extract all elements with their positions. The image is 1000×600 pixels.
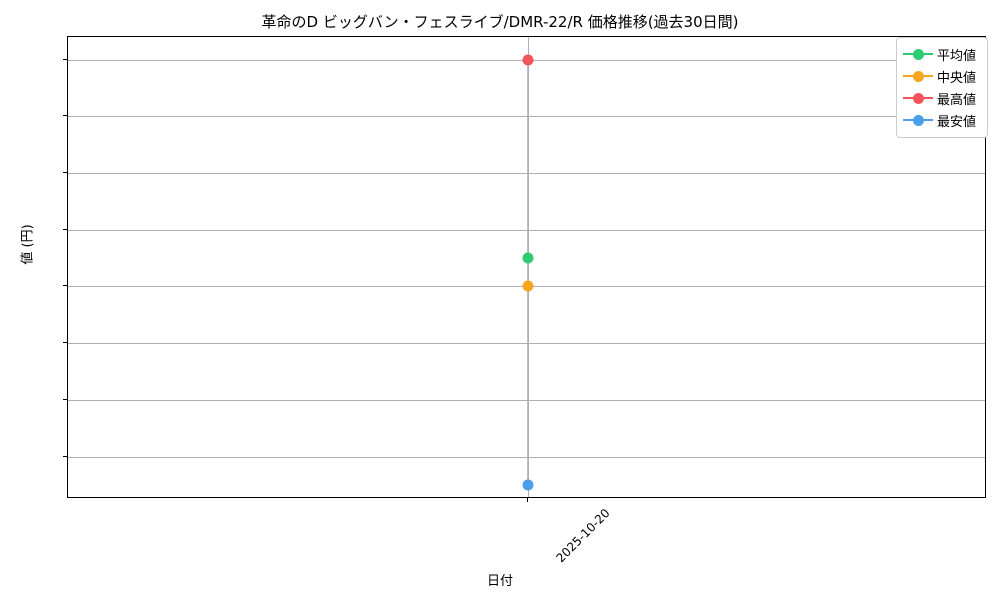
y-tick-mark xyxy=(63,342,67,344)
x-axis-label: 日付 xyxy=(486,574,513,589)
plot-area xyxy=(67,36,986,498)
y-tick-mark xyxy=(63,58,67,60)
y-tick-mark xyxy=(63,228,67,230)
gridline-horizontal xyxy=(68,343,985,345)
data-point-marker xyxy=(522,280,533,292)
y-tick-mark xyxy=(63,115,67,117)
legend-label: 中央値 xyxy=(937,70,977,86)
gridline-horizontal xyxy=(68,173,985,174)
legend-label: 平均値 xyxy=(937,48,977,64)
legend-label: 最安値 xyxy=(937,114,977,130)
y-axis-label: 値 (円) xyxy=(20,224,36,265)
legend-marker-icon xyxy=(903,47,933,61)
legend-marker-icon xyxy=(903,91,933,105)
y-tick-mark xyxy=(63,398,67,400)
legend-marker-icon xyxy=(903,69,933,83)
legend-item-2[interactable]: 中央値 xyxy=(903,65,981,87)
y-tick-mark xyxy=(63,455,67,457)
gridline-horizontal xyxy=(68,399,985,401)
series-connector-line xyxy=(526,59,529,485)
data-point-marker xyxy=(522,252,533,264)
legend-item-3[interactable]: 最高値 xyxy=(903,87,981,109)
data-point-marker xyxy=(522,54,533,66)
y-tick-mark xyxy=(63,172,67,173)
y-tick-mark xyxy=(63,285,67,287)
gridline-horizontal xyxy=(68,456,985,458)
legend-marker-icon xyxy=(903,113,933,127)
x-tick-mark xyxy=(526,498,528,502)
legend-item-1[interactable]: 平均値 xyxy=(903,43,981,65)
x-tick-label: 2025-10-20 xyxy=(552,506,613,566)
legend: 平均値中央値最高値最安値 xyxy=(896,37,988,138)
data-point-marker xyxy=(522,479,533,491)
legend-item-4[interactable]: 最安値 xyxy=(903,109,981,131)
gridline-horizontal xyxy=(68,116,985,118)
page-title: 革命のD ビッグバン・フェスライブ/DMR-22/R 価格推移(過去30日間) xyxy=(261,13,739,31)
legend-label: 最高値 xyxy=(937,92,977,108)
gridline-horizontal xyxy=(68,229,985,231)
